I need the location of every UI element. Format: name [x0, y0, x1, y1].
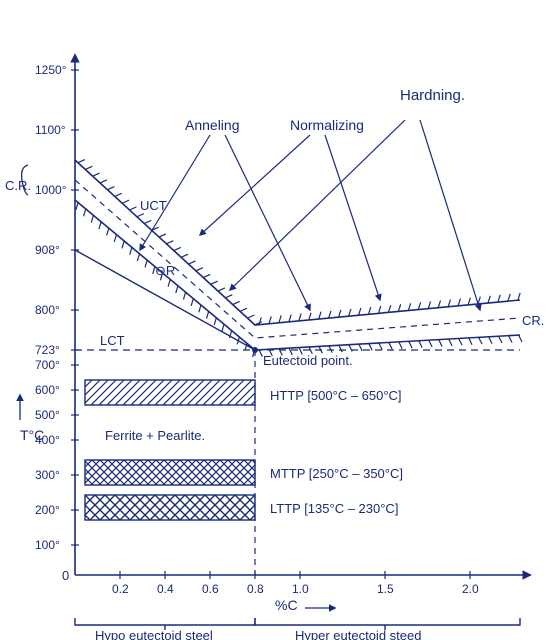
eutectoid-point-dot [252, 347, 258, 353]
y-tick-label: 723° [35, 343, 60, 357]
annealing-label: Anneling [185, 117, 240, 133]
hyper-label: Hyper eutectoid steed [295, 628, 421, 640]
y-tick-label: 600° [35, 383, 60, 397]
y-tick-label: 800° [35, 303, 60, 317]
hardening-label: Hardning. [400, 87, 465, 104]
ferrite-pearlite-label: Ferrite + Pearlite. [105, 428, 205, 443]
y-tick-label: 1250° [35, 63, 67, 77]
x-tick-label: 1.5 [377, 582, 394, 596]
http-band [85, 380, 255, 405]
lttp-band [85, 495, 255, 520]
y-tick-label: 908° [35, 243, 60, 257]
uct-top [75, 160, 520, 325]
cr-right-label: CR. [522, 313, 544, 328]
y-tick-label: 300° [35, 468, 60, 482]
lttp-label: LTTP [135°C – 230°C] [270, 501, 398, 516]
x-axis-label: %C [275, 597, 298, 613]
y-tick-label: 200° [35, 503, 60, 517]
x-tick-label: 0.8 [247, 582, 264, 596]
x-tick-label: 2.0 [462, 582, 479, 596]
mttp-band [85, 460, 255, 485]
y-tick-label: 400° [35, 433, 60, 447]
eutectoid-label: Eutectoid point. [263, 353, 353, 368]
x-tick-label: 0.4 [157, 582, 174, 596]
y-tick-label: 500° [35, 408, 60, 422]
x-tick-label: 0.2 [112, 582, 129, 596]
y-ticks: 1250° 1100° 1000° 908° 800° 723°700° 600° 500° 4… [35, 63, 79, 552]
uct-label: UCT [140, 198, 167, 213]
http-label: HTTP [500°C – 650°C] [270, 388, 402, 403]
lct-label: LCT [100, 333, 125, 348]
y-tick-label: 100° [35, 538, 60, 552]
phase-diagram: T°C %C 1250° 1100° 1000° 908° 800° 723°700° 60… [0, 0, 547, 640]
y-tick-label: 1000° [35, 183, 67, 197]
normalizing-label: Normalizing [290, 117, 364, 133]
origin-zero: 0 [62, 568, 69, 583]
x-tick-label: 1.0 [292, 582, 309, 596]
hypo-label: Hypo eutectoid steel [95, 628, 213, 640]
y-tick-label: 1100° [35, 123, 66, 137]
x-tick-label: 0.6 [202, 582, 219, 596]
cr-left-label: C.R. [5, 178, 31, 193]
r-symbol: ⊖R [155, 263, 175, 278]
y-tick-label: 700° [35, 358, 60, 372]
mttp-label: MTTP [250°C – 350°C] [270, 466, 403, 481]
axes: T°C %C [20, 55, 530, 613]
treatment-bands [85, 380, 255, 520]
